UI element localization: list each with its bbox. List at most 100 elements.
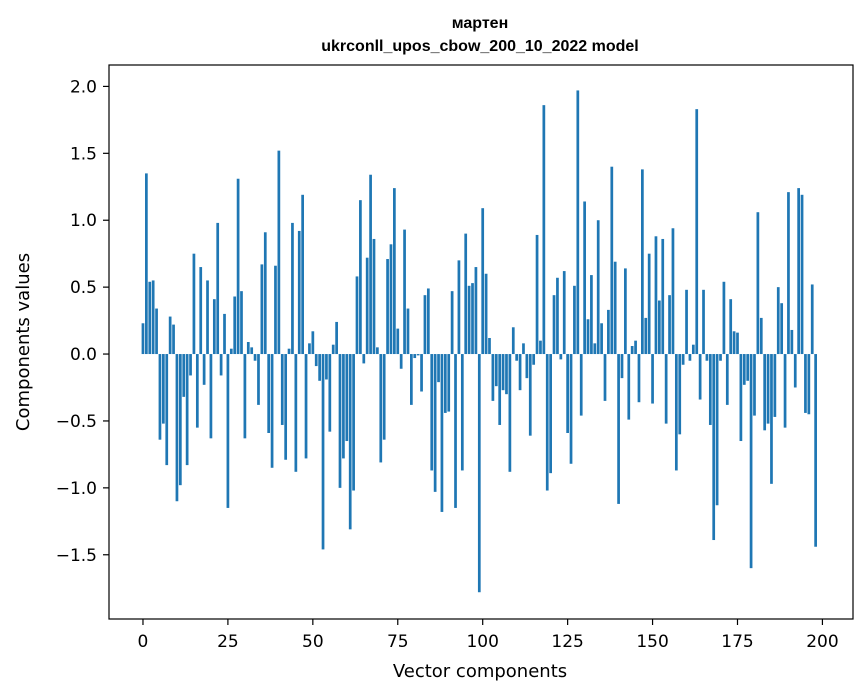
bar — [790, 329, 794, 355]
bar — [515, 354, 519, 361]
bar — [474, 267, 478, 355]
bar — [277, 150, 281, 355]
bar — [763, 354, 767, 431]
bar — [219, 354, 223, 376]
bar — [182, 354, 186, 397]
bar — [661, 238, 665, 355]
bar — [712, 354, 716, 541]
bar — [651, 354, 654, 404]
bar — [590, 275, 593, 355]
bar — [494, 354, 498, 387]
bar — [732, 331, 736, 355]
bar — [783, 354, 787, 428]
bar — [630, 346, 634, 355]
bar — [396, 328, 400, 355]
bar — [318, 354, 321, 381]
chart-title: мартен — [452, 15, 508, 32]
bar — [610, 166, 614, 355]
bar — [369, 174, 372, 355]
bar — [586, 319, 590, 355]
bar — [671, 228, 675, 355]
bar — [753, 354, 756, 416]
bar — [603, 354, 607, 401]
bar — [800, 194, 804, 355]
bar — [328, 354, 332, 432]
bar — [477, 354, 481, 593]
bar — [209, 354, 213, 439]
bar — [780, 303, 784, 355]
bar — [257, 354, 260, 405]
bar — [797, 188, 800, 355]
bar — [175, 354, 179, 502]
y-tick-label: 0.0 — [70, 345, 97, 365]
bar — [658, 300, 661, 355]
bar — [807, 354, 811, 415]
bar — [467, 285, 471, 355]
bar — [440, 354, 444, 512]
bar — [654, 236, 658, 355]
bar — [681, 354, 685, 365]
x-tick-label: 25 — [217, 632, 239, 652]
bar — [776, 287, 780, 355]
bar — [532, 354, 536, 365]
bar — [566, 354, 569, 433]
bar — [223, 313, 226, 355]
bar — [617, 354, 620, 504]
bar — [162, 354, 165, 424]
bar — [573, 285, 576, 355]
bar — [362, 354, 366, 364]
bar — [393, 188, 396, 355]
bar — [644, 317, 648, 355]
bar — [226, 354, 230, 508]
bar — [236, 178, 240, 355]
bar — [426, 288, 430, 355]
bar — [189, 354, 192, 376]
y-tick-label: 2.0 — [70, 77, 97, 97]
bar — [382, 354, 386, 440]
bar — [729, 299, 733, 355]
bar — [498, 354, 502, 425]
x-tick-label: 125 — [551, 632, 583, 652]
bar — [151, 280, 155, 355]
bar — [624, 268, 627, 355]
bar — [141, 323, 145, 355]
bar — [192, 253, 196, 355]
y-axis-label: Components values — [13, 253, 34, 431]
bar — [372, 238, 376, 355]
bar — [685, 289, 688, 355]
bar — [284, 354, 288, 460]
bar — [430, 354, 434, 471]
bar — [274, 265, 277, 355]
bar — [338, 354, 342, 488]
bar — [158, 354, 162, 440]
axis-ticks — [103, 85, 824, 625]
x-tick-label: 100 — [466, 632, 498, 652]
bar — [291, 222, 294, 355]
bar — [399, 354, 403, 369]
bar — [678, 354, 682, 435]
bar — [491, 354, 495, 401]
bar — [674, 354, 678, 471]
bar — [233, 296, 237, 355]
y-tick-label: −1.0 — [56, 479, 97, 499]
bar — [148, 281, 152, 355]
y-tick-label: −1.5 — [56, 546, 97, 566]
bar — [518, 354, 522, 391]
x-tick-label: 50 — [302, 632, 324, 652]
bar — [708, 354, 712, 425]
bar — [600, 323, 603, 355]
bar — [185, 354, 189, 466]
bar — [202, 354, 206, 385]
y-tick-label: 1.5 — [70, 144, 97, 164]
bar — [243, 354, 247, 439]
y-tick-label: 1.0 — [70, 211, 97, 231]
bar — [403, 229, 406, 355]
bar — [172, 324, 175, 355]
bar — [698, 354, 702, 400]
bar — [433, 354, 437, 492]
bar — [569, 354, 573, 464]
bar — [562, 271, 566, 355]
bar — [240, 291, 243, 355]
bar — [688, 354, 692, 361]
